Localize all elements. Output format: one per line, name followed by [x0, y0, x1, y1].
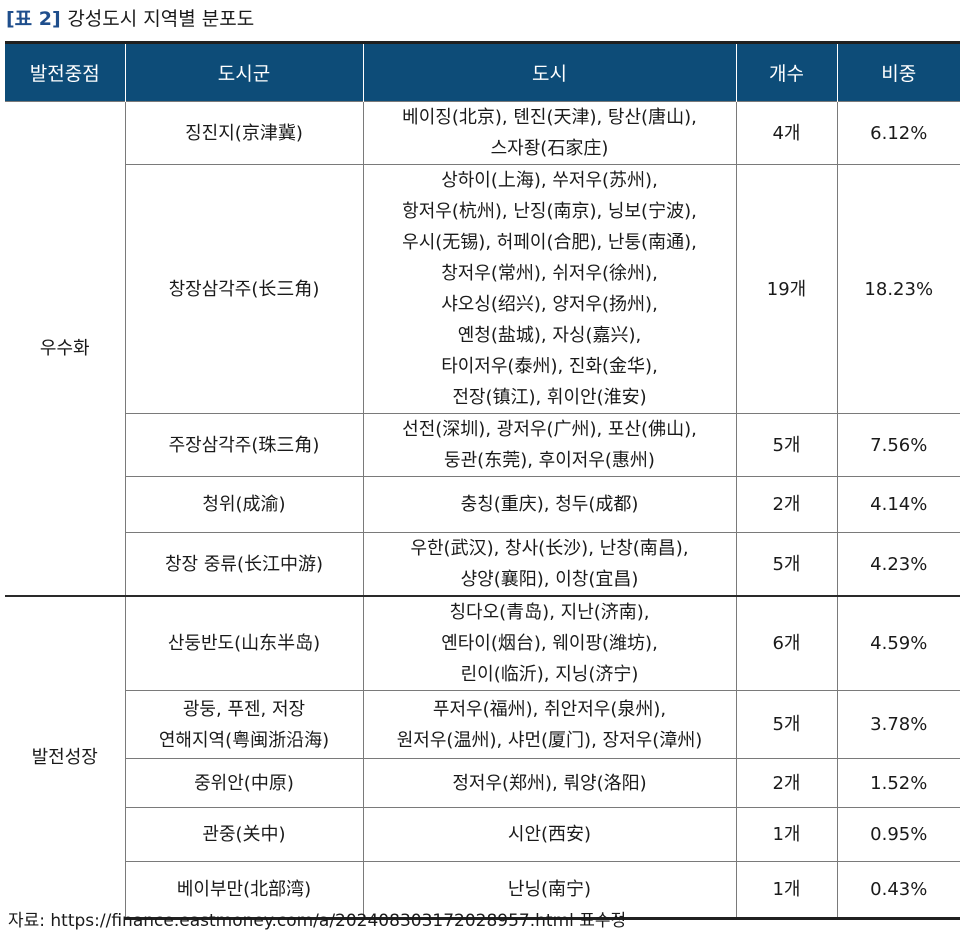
cities-cell: 선전(深圳), 광저우(广州), 포산(佛山), 둥관(东莞), 후이저우(惠州): [362, 413, 736, 477]
cluster-line: 주장삼각주(珠三角): [168, 434, 320, 456]
cluster-cell: 관중(关中): [124, 807, 363, 862]
cluster-line: 창장 중류(长江中游): [164, 553, 323, 575]
count-cell: 19개: [735, 164, 837, 414]
city-line: 옌타이(烟台), 웨이팡(潍坊),: [441, 633, 658, 654]
cluster-line: 청위(成渝): [202, 494, 286, 515]
cluster-cell: 중위안(中原): [124, 758, 363, 808]
cities-cell: 상하이(上海), 쑤저우(苏州), 항저우(杭州), 난징(南京), 닝보(宁波)…: [362, 164, 736, 414]
share-cell: 1.52%: [836, 758, 960, 808]
table-row: 창장삼각주(长三角) 상하이(上海), 쑤저우(苏州), 항저우(杭州), 난징(南…: [5, 164, 960, 414]
cluster-line: 연해지역(粤闽浙沿海): [158, 729, 330, 751]
cluster-line: 관중(关中): [202, 824, 286, 845]
header-focus: 발전중점: [5, 41, 125, 102]
source-note: 자료: https://finance.eastmoney.com/a/2024…: [8, 911, 627, 931]
city-line: 푸저우(福州), 취안저우(泉州),: [432, 698, 667, 720]
city-line: 스자좡(石家庄): [490, 138, 609, 159]
header-cluster: 도시군: [124, 41, 363, 102]
header-count: 개수: [735, 41, 837, 102]
cluster-cell: 창장 중류(长江中游): [124, 532, 363, 596]
count-cell: 2개: [735, 758, 837, 808]
city-line: 선전(深圳), 광저우(广州), 포산(佛山),: [402, 419, 697, 440]
city-line: 타이저우(泰州), 진화(金华),: [441, 356, 658, 377]
city-line: 충칭(重庆), 청두(成都): [460, 494, 639, 515]
table-title-text: 강성도시 지역별 분포도: [67, 8, 255, 30]
share-cell: 7.56%: [836, 413, 960, 477]
city-line: 둥관(东莞), 후이저우(惠州): [444, 450, 655, 471]
city-line: 원저우(温州), 샤먼(厦门), 장저우(漳州): [396, 729, 703, 751]
cities-cell: 충칭(重庆), 청두(成都): [362, 476, 736, 533]
city-line: 베이징(北京), 톈진(天津), 탕산(唐山),: [402, 107, 697, 128]
table-row: 발전성장 산둥반도(山东半岛) 칭다오(青岛), 지난(济南), 옌타이(烟台), 웨…: [5, 595, 960, 919]
city-line: 우한(武汉), 창사(长沙), 난창(南昌),: [410, 538, 689, 559]
share-cell: 4.59%: [836, 595, 960, 691]
count-cell: 5개: [735, 532, 837, 596]
group-cell: 우수화: [5, 101, 125, 596]
cluster-line: 광둥, 푸젠, 저장: [182, 698, 306, 720]
cluster-cell: 베이부만(北部湾): [124, 861, 363, 920]
cities-cell: 베이징(北京), 톈진(天津), 탕산(唐山), 스자좡(石家庄): [362, 101, 736, 165]
city-distribution-table: 발전중점 도시군 도시 개수 비중 우수화 징진지(京津冀) 베이징(北京), 톈진…: [5, 41, 960, 920]
count-cell: 4개: [735, 101, 837, 165]
cities-cell: 시안(西安): [362, 807, 736, 862]
city-line: 정저우(郑州), 뤄양(洛阳): [452, 772, 647, 794]
count-cell: 2개: [735, 476, 837, 533]
table-row: 베이부만(北部湾) 난닝(南宁) 1개 0.43%: [5, 861, 960, 920]
cluster-cell: 창장삼각주(长三角): [124, 164, 363, 414]
share-cell: 4.23%: [836, 532, 960, 596]
cluster-line: 중위안(中原): [194, 772, 294, 794]
city-line: 항저우(杭州), 난징(南京), 닝보(宁波),: [402, 201, 697, 222]
city-line: 샤오싱(绍兴), 양저우(扬州),: [441, 294, 658, 315]
count-cell: 5개: [735, 413, 837, 477]
header-share: 비중: [836, 41, 960, 102]
table-row: 주장삼각주(珠三角) 선전(深圳), 광저우(广州), 포산(佛山), 둥관(东莞)…: [5, 413, 960, 477]
share-cell: 0.95%: [836, 807, 960, 862]
table-row: 관중(关中) 시안(西安) 1개 0.95%: [5, 807, 960, 862]
share-cell: 0.43%: [836, 861, 960, 920]
share-cell: 4.14%: [836, 476, 960, 533]
header-row: 발전중점 도시군 도시 개수 비중: [5, 41, 960, 102]
cities-cell: 정저우(郑州), 뤄양(洛阳): [362, 758, 736, 808]
cluster-line: 베이부만(北部湾): [176, 879, 312, 900]
table-row: 창장 중류(长江中游) 우한(武汉), 창사(长沙), 난창(南昌), 샹양(襄阳)…: [5, 532, 960, 596]
city-line: 상하이(上海), 쑤저우(苏州),: [441, 170, 658, 191]
cluster-cell: 청위(成渝): [124, 476, 363, 533]
cities-cell: 칭다오(青岛), 지난(济南), 옌타이(烟台), 웨이팡(潍坊), 린이(临沂),…: [362, 595, 736, 691]
city-line: 창저우(常州), 쉬저우(徐州),: [441, 263, 658, 284]
cities-cell: 우한(武汉), 창사(长沙), 난창(南昌), 샹양(襄阳), 이창(宜昌): [362, 532, 736, 596]
count-cell: 5개: [735, 690, 837, 759]
cluster-line: 징진지(京津冀): [185, 122, 303, 144]
cluster-cell: 산둥반도(山东半岛): [124, 595, 363, 691]
share-cell: 18.23%: [836, 164, 960, 414]
table-row: 우수화 징진지(京津冀) 베이징(北京), 톈진(天津), 탕산(唐山), 스자좡(石…: [5, 101, 960, 596]
city-line: 샹양(襄阳), 이창(宜昌): [460, 569, 639, 590]
table-body: 우수화 징진지(京津冀) 베이징(北京), 톈진(天津), 탕산(唐山), 스자좡(石…: [5, 101, 960, 920]
count-cell: 6개: [735, 595, 837, 691]
count-cell: 1개: [735, 807, 837, 862]
cluster-line: 창장삼각주(长三角): [168, 278, 320, 300]
cluster-line: 산둥반도(山东半岛): [167, 633, 321, 654]
count-cell: 1개: [735, 861, 837, 920]
table-tag: [표 2]: [6, 8, 61, 30]
city-line: 난닝(南宁): [507, 879, 592, 900]
group-cell: 발전성장: [5, 595, 125, 919]
table-row: 청위(成渝) 충칭(重庆), 청두(成都) 2개 4.14%: [5, 476, 960, 533]
city-line: 우시(无锡), 허페이(合肥), 난퉁(南通),: [402, 232, 697, 253]
cities-cell: 푸저우(福州), 취안저우(泉州), 원저우(温州), 샤먼(厦门), 장저우(漳…: [362, 690, 736, 759]
city-line: 린이(临沂), 지닝(济宁): [460, 664, 639, 685]
cluster-cell: 징진지(京津冀): [124, 101, 363, 165]
city-line: 시안(西安): [507, 824, 592, 845]
table-title: [표 2] 강성도시 지역별 분포도: [6, 4, 254, 31]
table-row: 중위안(中原) 정저우(郑州), 뤄양(洛阳) 2개 1.52%: [5, 758, 960, 808]
city-line: 전장(镇江), 휘이안(淮安): [452, 387, 647, 408]
city-line: 칭다오(青岛), 지난(济南),: [449, 602, 650, 623]
cluster-cell: 주장삼각주(珠三角): [124, 413, 363, 477]
cities-cell: 난닝(南宁): [362, 861, 736, 920]
share-cell: 3.78%: [836, 690, 960, 759]
share-cell: 6.12%: [836, 101, 960, 165]
header-cities: 도시: [362, 41, 736, 102]
city-line: 옌청(盐城), 자싱(嘉兴),: [457, 325, 642, 346]
